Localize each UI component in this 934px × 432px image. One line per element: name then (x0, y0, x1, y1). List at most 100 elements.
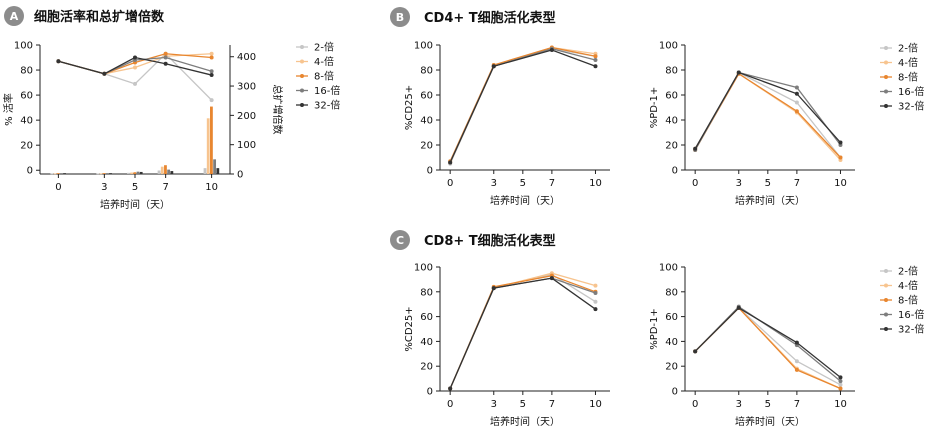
panel-c-letter: C (396, 234, 404, 247)
data-point (838, 375, 843, 380)
data-point (491, 64, 496, 69)
y-tick-label: 80 (420, 66, 433, 77)
series-line-32-倍 (694, 307, 841, 378)
legend-label: 32-倍 (898, 100, 924, 113)
y2-tick-label: 100 (237, 140, 256, 151)
x-axis-label: 培养时间（天） (100, 198, 170, 211)
panel-c-badge (390, 230, 410, 250)
x-tick-label: 3 (491, 178, 497, 189)
legend-label: 16-倍 (898, 85, 924, 98)
y-tick-label: 40 (665, 116, 678, 127)
data-point (794, 91, 799, 96)
panel-a-letter: A (10, 10, 19, 23)
y-tick-label: 0 (427, 166, 433, 177)
legend-swatch-dot (884, 312, 888, 317)
data-point (693, 349, 698, 354)
bar-2-倍 (157, 170, 161, 174)
bar-2-倍 (203, 168, 207, 174)
x-tick-label: 0 (55, 182, 61, 193)
series-line-2-倍 (449, 273, 596, 389)
y-axis-label: % 活率 (2, 93, 15, 126)
y-tick-label: 20 (420, 362, 433, 373)
data-point (133, 81, 137, 86)
data-point (794, 367, 799, 372)
y-tick-label: 80 (20, 66, 33, 77)
bar-16-倍 (167, 169, 171, 174)
y-tick-label: 100 (414, 41, 433, 52)
data-point (593, 307, 598, 312)
legend-swatch-dot (300, 45, 304, 49)
legend-swatch-dot (884, 283, 888, 288)
legend-label: 4-倍 (898, 279, 918, 292)
bar-4-倍 (206, 118, 210, 174)
chart-cd4-pd1: 0 20 40 60 80 100 0 3 5 7 10 培养时间（天） %PD-1+ 2-倍4-倍 8-倍… (649, 41, 924, 208)
chart-viability-expansion: 0 20 40 60 80 100 0 3 5 7 10 培养时间（天） % 活率 0 100 200 300 4… (2, 41, 340, 212)
x-tick-label: 5 (520, 399, 526, 410)
y-tick-label: 40 (420, 337, 433, 348)
bar-2-倍 (96, 173, 100, 175)
bar-32-倍 (109, 173, 112, 174)
legend-swatch-dot (884, 269, 888, 273)
y-tick-label: 80 (665, 287, 678, 298)
legend-swatch-dot (884, 46, 888, 50)
series-line-4-倍 (694, 306, 841, 390)
y-tick-label: 20 (665, 141, 678, 152)
bar-32-倍 (139, 171, 143, 174)
data-point (163, 61, 168, 66)
y-tick-label: 20 (420, 141, 433, 152)
legend-swatch-dot (884, 298, 888, 302)
panel-b-header: B CD4+ T细胞活化表型 (390, 7, 556, 27)
legend-swatch-dot (884, 327, 888, 331)
legend-label: 4-倍 (314, 55, 334, 68)
x-tick-label: 5 (520, 178, 526, 189)
y-tick-label: 60 (420, 91, 433, 102)
legend-swatch-dot (300, 74, 304, 78)
x-tick-label: 3 (101, 182, 107, 193)
series-line-8-倍 (449, 275, 596, 389)
y-tick-label: 100 (414, 263, 433, 274)
series-line-32-倍 (449, 277, 596, 389)
series-line-8-倍 (694, 306, 841, 390)
data-point (549, 276, 554, 281)
x-tick-label: 0 (692, 399, 698, 410)
y-tick-label: 60 (665, 91, 678, 102)
data-point (838, 140, 843, 145)
panel-c-title: CD8+ T细胞活化表型 (424, 233, 556, 249)
x-tick-label: 0 (447, 178, 453, 189)
data-point (491, 286, 496, 291)
data-point (209, 98, 214, 103)
legend-label: 2-倍 (314, 41, 334, 54)
legend-label: 16-倍 (314, 84, 340, 97)
x-tick-label: 0 (692, 178, 698, 189)
y2-tick-label: 400 (237, 52, 256, 63)
panel-a-badge (4, 6, 24, 26)
data-point (163, 55, 168, 60)
x-tick-label: 7 (162, 182, 168, 193)
bar-16-倍 (105, 173, 109, 174)
data-point (209, 73, 214, 78)
data-point (133, 55, 137, 60)
data-point (838, 379, 843, 384)
series-line-2-倍 (694, 71, 841, 158)
chart-cd4-cd25: 0 20 40 60 80 100 0 3 5 7 10 培养时间（天） %CD25+ (404, 41, 610, 207)
data-point (736, 305, 741, 310)
x-tick-label: 0 (447, 399, 453, 410)
data-point (838, 386, 843, 391)
y-tick-label: 80 (665, 66, 678, 77)
x-tick-label: 5 (132, 182, 138, 193)
x-tick-label: 5 (765, 399, 771, 410)
series-line-4-倍 (449, 46, 596, 163)
series-line-16-倍 (449, 48, 596, 163)
data-point (794, 340, 799, 345)
y-tick-label: 60 (420, 312, 433, 323)
x-tick-label: 10 (205, 182, 218, 193)
y-tick-label: 20 (665, 362, 678, 373)
legend-label: 2-倍 (898, 42, 918, 55)
legend-swatch-dot (884, 104, 888, 108)
legend-label: 4-倍 (898, 56, 918, 69)
series-line-2-倍 (694, 307, 841, 386)
bar-8-倍 (56, 173, 60, 174)
bar-32-倍 (170, 171, 174, 174)
series-line-32-倍 (449, 49, 596, 163)
bar-32-倍 (216, 168, 220, 174)
